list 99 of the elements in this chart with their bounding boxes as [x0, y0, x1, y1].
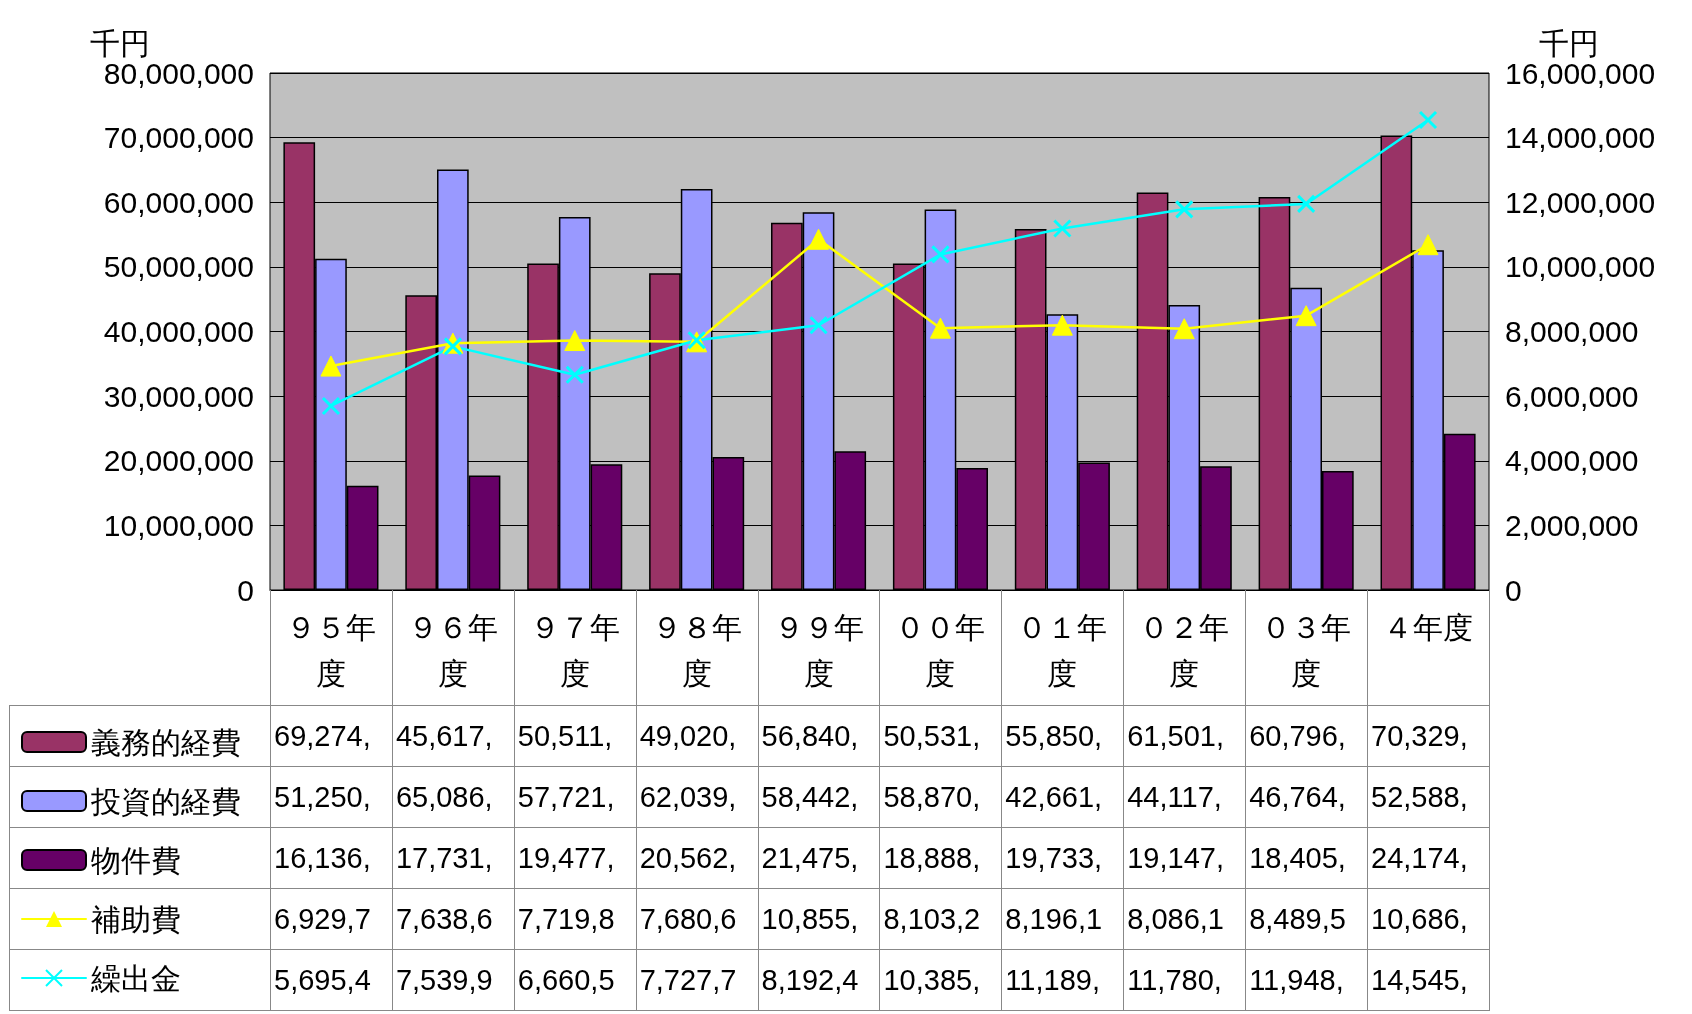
x-tick-label: ９７年度 — [529, 610, 620, 690]
text: 11,948, — [1245, 949, 1368, 1011]
text: 70,329, — [1367, 705, 1490, 767]
text: 7,638,6 — [392, 888, 515, 950]
x-tick-label: ９９年度 — [773, 610, 864, 690]
y2-tick-label: 4,000,000 — [1505, 444, 1639, 478]
text: 8,489,5 — [1245, 888, 1368, 950]
text: 55,850, — [1001, 705, 1124, 767]
text: 58,442, — [758, 766, 880, 828]
text: 45,617, — [392, 705, 515, 767]
text: 65,086, — [392, 766, 515, 828]
point — [565, 365, 585, 385]
text: 10,855, — [758, 888, 880, 950]
text: 42,661, — [1001, 766, 1124, 828]
text: 17,731, — [392, 827, 515, 889]
point — [1418, 110, 1438, 130]
text: 8,196,1 — [1001, 888, 1124, 950]
point — [808, 228, 830, 250]
legend-label: 補助費 — [91, 902, 181, 936]
point — [320, 355, 342, 377]
point — [930, 244, 950, 264]
text: 7,680,6 — [636, 888, 759, 950]
y-tick-label: 30,000,000 — [103, 379, 254, 413]
x-tick-label: ９６年度 — [407, 610, 498, 690]
point — [929, 317, 951, 339]
point — [809, 315, 829, 335]
point — [1295, 305, 1317, 327]
y-tick-label: 50,000,000 — [103, 250, 254, 284]
x-tick-label: ９８年度 — [651, 610, 742, 690]
y-tick-label: 10,000,000 — [103, 508, 254, 542]
y2-tick-label: 14,000,000 — [1505, 121, 1656, 155]
text: 44,117, — [1123, 766, 1246, 828]
legend-label: 義務的経費 — [91, 725, 241, 759]
point — [1173, 318, 1195, 340]
x-tick-label: ０２年度 — [1139, 610, 1230, 690]
text: 61,501, — [1123, 705, 1246, 767]
text: 6,929,7 — [270, 888, 393, 950]
text: 8,192,4 — [758, 949, 880, 1011]
text: 8,103,2 — [879, 888, 1002, 950]
y2-tick-label: 8,000,000 — [1505, 315, 1639, 348]
text: 5,695,4 — [270, 949, 393, 1011]
text: 56,840, — [758, 705, 880, 767]
legend-label: 繰出金 — [90, 961, 181, 995]
x-tick-label: ９５年度 — [285, 610, 376, 690]
text: 18,888, — [879, 827, 1002, 889]
x-tick-label: ０１年度 — [1017, 610, 1108, 690]
y-tick-label: 70,000,000 — [103, 121, 254, 155]
point — [1417, 234, 1439, 256]
text: 49,020, — [636, 705, 759, 767]
text: 19,147, — [1123, 827, 1246, 889]
text: 16,136, — [270, 827, 393, 889]
text: 51,250, — [270, 766, 393, 828]
y-tick-label: 20,000,000 — [103, 444, 254, 478]
text: 7,719,8 — [514, 888, 637, 950]
text: 18,405, — [1245, 827, 1368, 889]
y2-tick-label: 6,000,000 — [1505, 379, 1639, 413]
text: 21,475, — [758, 827, 880, 889]
legend-label: 投資的経費 — [90, 784, 241, 818]
text: 7,539,9 — [392, 949, 515, 1011]
text: 19,477, — [514, 827, 637, 889]
text: 52,588, — [1367, 766, 1490, 828]
point — [1052, 218, 1072, 238]
y-tick-label: 60,000,000 — [103, 185, 254, 219]
text: 14,545, — [1367, 949, 1490, 1011]
point — [1174, 199, 1194, 219]
text: 50,511, — [514, 705, 637, 767]
text: 7,727,7 — [636, 949, 759, 1011]
text: 10,686, — [1367, 888, 1490, 950]
text: 60,796, — [1245, 705, 1368, 767]
text: 46,764, — [1245, 766, 1368, 828]
text: 24,174, — [1367, 827, 1490, 889]
text: 11,189, — [1001, 949, 1124, 1011]
y-tick-label: 0 — [237, 573, 254, 607]
y2-tick-label: 12,000,000 — [1505, 185, 1656, 219]
text: 8,086,1 — [1123, 888, 1246, 950]
text: 20,562, — [636, 827, 759, 889]
text: 19,733, — [1001, 827, 1124, 889]
text: 10,385, — [879, 949, 1002, 1011]
x-tick-label: ４年度 — [1383, 610, 1474, 644]
y2-tick-label: 0 — [1505, 573, 1522, 607]
y-tick-label: 40,000,000 — [103, 315, 254, 348]
legend-label: 物件費 — [91, 843, 181, 877]
point — [321, 396, 341, 416]
point — [564, 330, 586, 352]
point — [1051, 314, 1073, 336]
text: 57,721, — [514, 766, 637, 828]
text: 62,039, — [636, 766, 759, 828]
text: 58,870, — [879, 766, 1002, 828]
text: 50,531, — [879, 705, 1002, 767]
text: 6,660,5 — [514, 949, 637, 1011]
y-axis-title: 千円 — [90, 26, 150, 60]
y2-tick-label: 10,000,000 — [1505, 250, 1656, 284]
y2-tick-label: 2,000,000 — [1505, 508, 1639, 542]
x-tick-label: ００年度 — [895, 610, 986, 690]
x-tick-label: ０３年度 — [1261, 610, 1352, 690]
text: 11,780, — [1123, 949, 1246, 1011]
y2-axis-title: 千円 — [1539, 26, 1599, 60]
point — [1296, 194, 1316, 214]
text: 69,274, — [270, 705, 393, 767]
